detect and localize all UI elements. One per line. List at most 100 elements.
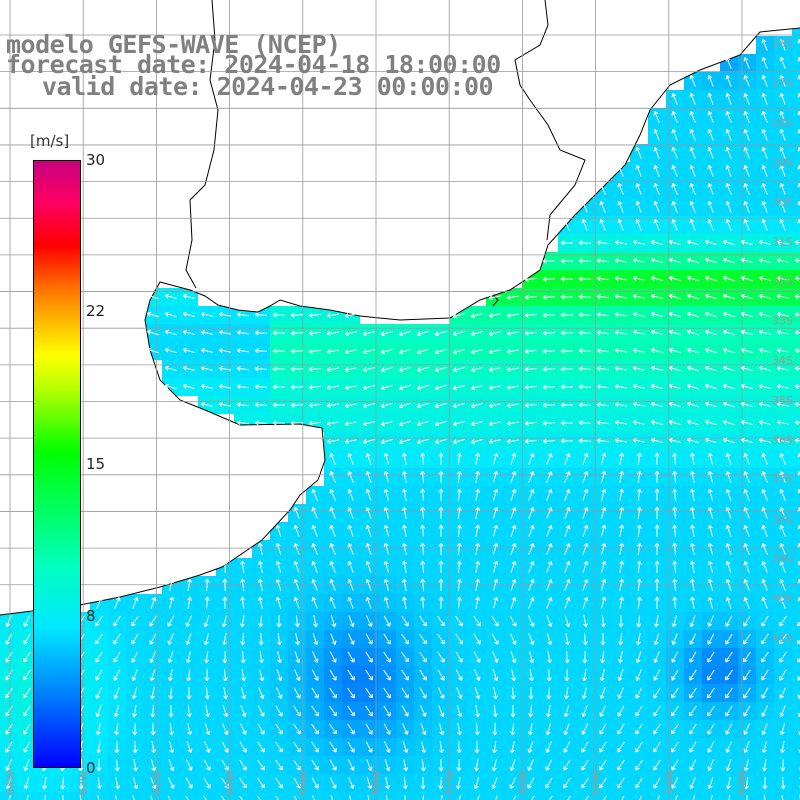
wind-arrow <box>653 669 661 681</box>
wind-arrow <box>560 240 574 246</box>
wind-arrow <box>474 669 481 681</box>
wind-arrow <box>722 401 735 408</box>
wind-arrow <box>725 75 732 87</box>
wind-arrow <box>560 438 574 444</box>
wind-arrow <box>365 452 372 465</box>
wind-arrow <box>761 561 768 573</box>
wind-arrow <box>549 795 553 800</box>
wind-arrow <box>567 795 571 800</box>
wind-arrow <box>456 758 462 772</box>
wind-arrow <box>290 312 304 318</box>
wind-arrow <box>654 560 660 574</box>
wind-arrow <box>689 470 695 483</box>
wind-arrow <box>671 183 678 195</box>
wind-arrow <box>362 331 375 337</box>
wind-arrow <box>222 650 228 664</box>
wind-arrow <box>456 506 462 520</box>
wind-arrow <box>293 524 300 537</box>
wind-arrow <box>671 147 678 159</box>
speed-cell <box>792 720 800 738</box>
wind-arrow <box>365 524 372 537</box>
wind-arrow <box>186 704 192 718</box>
wind-arrow <box>740 437 753 444</box>
wind-arrow <box>187 723 193 736</box>
wind-arrow <box>740 365 753 372</box>
wind-arrow <box>524 366 538 372</box>
speed-cell <box>792 630 800 648</box>
wind-arrow <box>295 633 301 646</box>
wind-arrow <box>761 687 769 699</box>
wind-arrow <box>582 542 589 555</box>
wind-arrow <box>401 578 407 591</box>
wind-arrow <box>223 687 229 700</box>
wind-arrow <box>581 705 588 718</box>
wind-arrow <box>221 632 228 646</box>
speed-cell <box>792 648 800 666</box>
wind-arrow <box>419 705 427 717</box>
wind-arrow <box>614 239 627 246</box>
wind-arrow <box>79 794 82 800</box>
wind-arrow <box>329 651 337 663</box>
wind-arrow <box>26 794 29 800</box>
wind-arrow <box>689 741 697 753</box>
wind-arrow <box>743 597 750 609</box>
wind-arrow <box>707 201 714 213</box>
wind-arrow <box>582 632 588 646</box>
wind-arrow <box>707 506 714 519</box>
wind-arrow <box>402 741 409 754</box>
speed-cell <box>792 126 800 144</box>
wind-arrow <box>744 776 750 790</box>
wind-arrow <box>671 111 678 123</box>
wind-arrow <box>689 201 696 213</box>
wind-arrow <box>635 633 641 646</box>
wind-arrow <box>329 777 337 789</box>
wind-arrow <box>488 403 501 409</box>
wind-arrow <box>204 723 211 736</box>
wind-arrow <box>438 758 444 772</box>
wind-arrow <box>470 349 483 355</box>
wind-arrow <box>383 669 391 681</box>
wind-arrow <box>311 741 319 753</box>
wind-arrow <box>689 669 697 681</box>
wind-arrow <box>313 615 319 628</box>
speed-cell <box>162 792 180 800</box>
wind-arrow <box>762 776 768 790</box>
wind-arrow <box>689 165 696 177</box>
wind-arrow <box>222 723 229 735</box>
wind-arrow <box>326 312 340 318</box>
wind-arrow <box>308 348 322 354</box>
wind-arrow <box>636 506 642 520</box>
wind-arrow <box>619 596 625 609</box>
speed-cell <box>558 792 576 800</box>
wind-arrow <box>632 329 645 335</box>
wind-arrow <box>488 439 501 445</box>
wind-arrow <box>635 201 642 213</box>
wind-arrow <box>619 488 625 501</box>
wind-arrow <box>257 542 263 555</box>
wind-arrow <box>509 615 517 627</box>
wind-arrow <box>185 777 193 789</box>
wind-arrow <box>290 420 304 426</box>
wind-arrow <box>475 596 481 609</box>
wind-arrow <box>725 560 732 573</box>
wind-arrow <box>781 795 784 800</box>
wind-arrow <box>150 722 156 736</box>
wind-arrow <box>689 723 697 735</box>
wind-arrow <box>704 401 717 408</box>
wind-arrow <box>632 257 645 263</box>
wind-arrow <box>654 452 660 466</box>
wind-arrow <box>95 687 103 699</box>
colorbar <box>33 160 81 768</box>
wind-arrow <box>704 257 717 264</box>
wind-arrow <box>186 741 193 754</box>
wind-arrow <box>672 506 678 520</box>
wind-arrow <box>437 651 445 663</box>
wind-arrow <box>420 470 426 484</box>
wind-arrow <box>672 578 678 592</box>
wind-arrow <box>779 705 786 717</box>
wind-arrow <box>619 578 625 591</box>
wind-arrow <box>668 275 681 282</box>
wind-arrow <box>96 776 102 790</box>
wind-arrow <box>95 615 103 627</box>
wind-arrow <box>794 330 800 336</box>
